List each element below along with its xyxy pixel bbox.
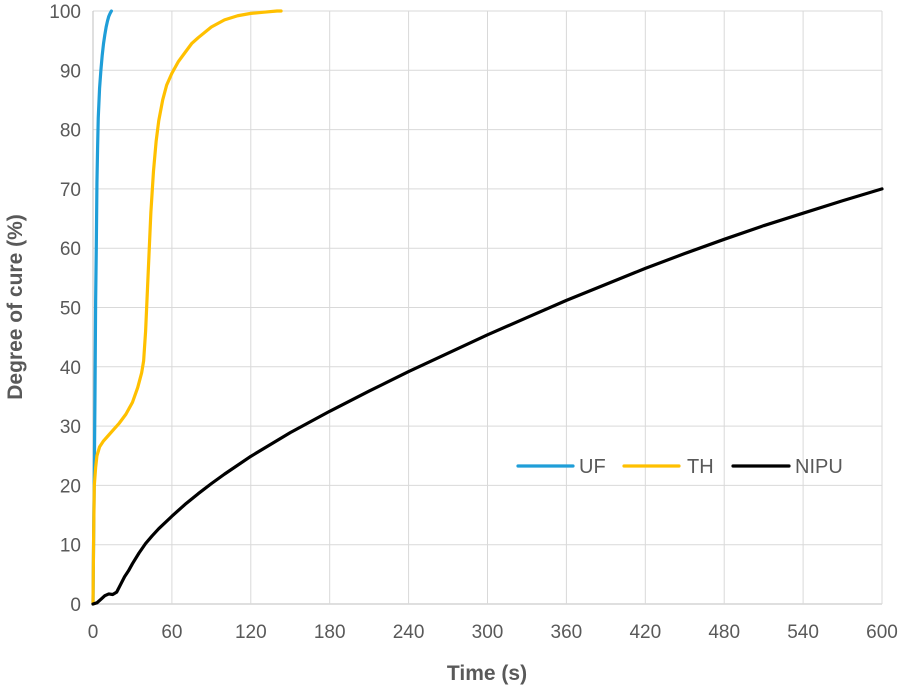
x-tick-label: 240 bbox=[393, 622, 425, 643]
legend-label-uf: UF bbox=[579, 456, 606, 478]
legend-label-nipu: NIPU bbox=[795, 456, 843, 478]
x-tick-label: 480 bbox=[708, 622, 740, 643]
legend: UF TH NIPU bbox=[516, 456, 843, 478]
legend-label-th: TH bbox=[687, 456, 714, 478]
y-tick-labels: 0 10 20 30 40 50 60 70 80 90 100 bbox=[49, 2, 81, 616]
x-tick-label: 60 bbox=[161, 622, 182, 643]
series-line-nipu bbox=[91, 187, 884, 606]
y-tick-label: 70 bbox=[60, 180, 81, 201]
y-tick-label: 30 bbox=[60, 417, 81, 438]
x-tick-label: 420 bbox=[629, 622, 661, 643]
x-tick-label: 300 bbox=[472, 622, 504, 643]
y-tick-label: 50 bbox=[60, 299, 81, 320]
x-tick-label: 540 bbox=[787, 622, 819, 643]
series-line-uf bbox=[91, 9, 114, 606]
x-tick-label: 0 bbox=[88, 622, 99, 643]
y-tick-label: 100 bbox=[49, 2, 81, 23]
x-tick-label: 120 bbox=[235, 622, 267, 643]
x-tick-label: 180 bbox=[314, 622, 346, 643]
series-lines bbox=[91, 9, 884, 606]
y-tick-label: 80 bbox=[60, 121, 81, 142]
x-tick-label: 360 bbox=[551, 622, 583, 643]
x-tick-label: 600 bbox=[866, 622, 898, 643]
y-tick-label: 0 bbox=[70, 595, 81, 616]
y-tick-label: 60 bbox=[60, 239, 81, 260]
x-axis-title: Time (s) bbox=[447, 662, 527, 685]
y-tick-label: 20 bbox=[60, 476, 81, 497]
y-axis-title: Degree of cure (%) bbox=[4, 214, 27, 400]
y-tick-label: 40 bbox=[60, 358, 81, 379]
grid-lines bbox=[92, 10, 883, 605]
y-tick-label: 90 bbox=[60, 61, 81, 82]
series-line-th bbox=[91, 9, 283, 606]
x-tick-labels: 0 60 120 180 240 300 360 420 480 540 600 bbox=[88, 622, 898, 643]
y-tick-label: 10 bbox=[60, 536, 81, 557]
